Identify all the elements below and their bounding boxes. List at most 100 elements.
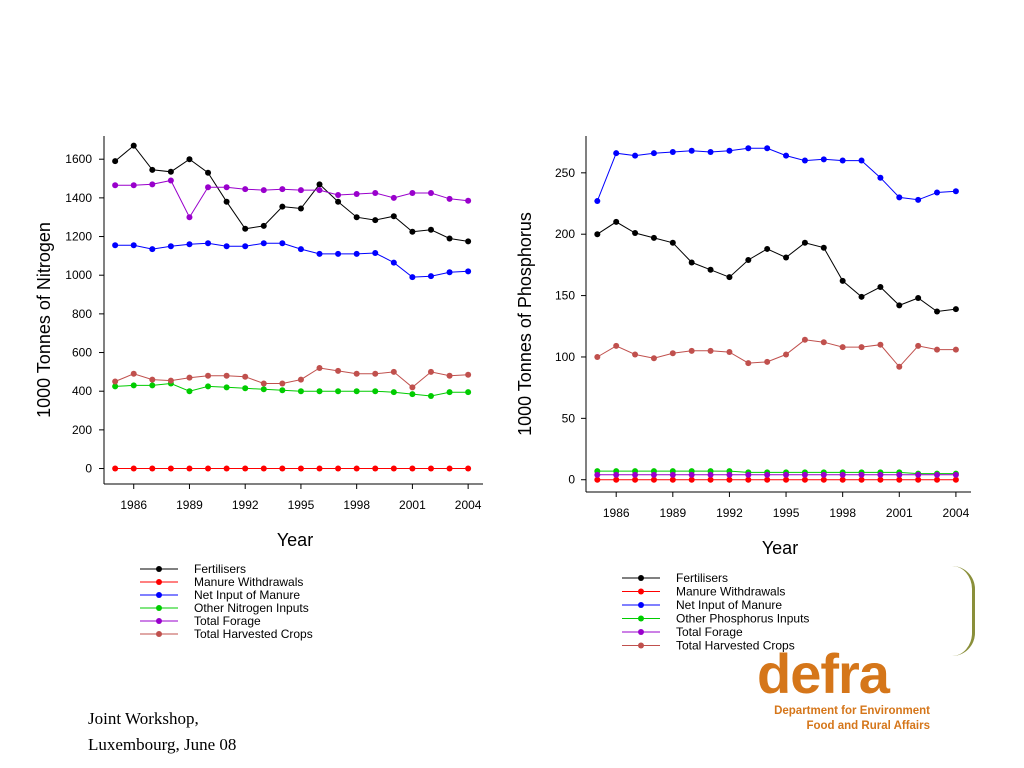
- data-point: [594, 476, 601, 483]
- legend-marker: [638, 642, 644, 649]
- data-point: [613, 150, 620, 157]
- data-point: [632, 152, 639, 159]
- legend-entry: Fertilisers: [140, 562, 246, 576]
- data-point: [316, 181, 323, 188]
- y-tick-label: 250: [555, 166, 575, 180]
- y-tick-label: 1400: [65, 191, 92, 205]
- data-point: [409, 274, 416, 281]
- data-point: [783, 471, 790, 478]
- data-point: [613, 342, 620, 349]
- data-point: [613, 476, 620, 483]
- legend-label: Net Input of Manure: [676, 598, 782, 612]
- legend-marker: [156, 579, 162, 585]
- data-point: [335, 191, 342, 198]
- data-point: [186, 374, 193, 381]
- data-point: [279, 186, 286, 193]
- x-tick-label: 2004: [455, 498, 482, 512]
- data-point: [297, 465, 304, 472]
- data-point: [952, 471, 959, 478]
- data-point: [934, 476, 941, 483]
- defra-subtitle-line-1: Department for Environment: [774, 705, 930, 717]
- series-line: [597, 339, 956, 368]
- data-point: [260, 222, 267, 229]
- data-point: [745, 256, 752, 263]
- data-point: [688, 259, 695, 266]
- footer-line-2: Luxembourg, June 08: [88, 735, 237, 754]
- data-point: [112, 465, 119, 472]
- series-manure-withdrawals: [594, 476, 959, 483]
- legend-marker: [156, 605, 162, 611]
- legend-entry: Total Forage: [140, 614, 261, 628]
- data-point: [390, 259, 397, 266]
- data-point: [335, 367, 342, 374]
- data-point: [260, 187, 267, 194]
- data-point: [223, 372, 230, 379]
- data-point: [650, 355, 657, 362]
- x-axis-title: Year: [762, 538, 798, 558]
- data-point: [707, 266, 714, 273]
- data-point: [896, 471, 903, 478]
- data-point: [297, 246, 304, 253]
- data-point: [167, 465, 174, 472]
- data-point: [186, 156, 193, 163]
- data-point: [934, 189, 941, 196]
- data-point: [839, 344, 846, 351]
- data-point: [242, 186, 249, 193]
- data-point: [205, 240, 212, 247]
- data-point: [465, 465, 472, 472]
- legend-label: Total Harvested Crops: [194, 627, 313, 641]
- data-point: [650, 150, 657, 157]
- series-line: [597, 470, 956, 475]
- data-point: [858, 476, 865, 483]
- data-point: [409, 465, 416, 472]
- x-tick-label: 2004: [943, 506, 970, 520]
- data-point: [783, 476, 790, 483]
- data-point: [839, 471, 846, 478]
- data-point: [820, 471, 827, 478]
- legend-marker: [638, 602, 644, 608]
- data-point: [632, 471, 639, 478]
- data-point: [465, 268, 472, 275]
- series-total-harvested-crops: [594, 336, 959, 370]
- data-point: [465, 389, 472, 396]
- data-point: [149, 246, 156, 253]
- data-point: [632, 351, 639, 358]
- data-point: [316, 388, 323, 395]
- data-point: [149, 382, 156, 389]
- data-point: [260, 380, 267, 387]
- data-point: [390, 194, 397, 201]
- data-point: [130, 182, 137, 189]
- data-point: [353, 388, 360, 395]
- legend-entry: Manure Withdrawals: [622, 585, 785, 599]
- data-point: [764, 471, 771, 478]
- data-point: [372, 388, 379, 395]
- y-axis-title: 1000 Tonnes of Phosphorus: [515, 212, 535, 436]
- data-point: [186, 465, 193, 472]
- data-point: [839, 476, 846, 483]
- data-point: [316, 187, 323, 194]
- data-point: [594, 231, 601, 238]
- data-point: [149, 376, 156, 383]
- data-point: [427, 273, 434, 280]
- data-point: [390, 213, 397, 220]
- data-point: [877, 283, 884, 290]
- data-point: [726, 471, 733, 478]
- data-point: [242, 465, 249, 472]
- data-point: [297, 376, 304, 383]
- x-tick-label: 1992: [716, 506, 743, 520]
- legend-entry: Total Harvested Crops: [140, 627, 313, 641]
- data-point: [372, 465, 379, 472]
- data-point: [149, 465, 156, 472]
- data-point: [223, 184, 230, 191]
- x-tick-label: 1989: [176, 498, 203, 512]
- data-point: [764, 358, 771, 365]
- data-point: [112, 242, 119, 249]
- legend-marker: [156, 631, 162, 637]
- data-point: [669, 148, 676, 155]
- data-point: [390, 465, 397, 472]
- data-point: [242, 385, 249, 392]
- data-point: [688, 476, 695, 483]
- data-point: [896, 194, 903, 201]
- y-tick-label: 1200: [65, 230, 92, 244]
- data-point: [820, 156, 827, 163]
